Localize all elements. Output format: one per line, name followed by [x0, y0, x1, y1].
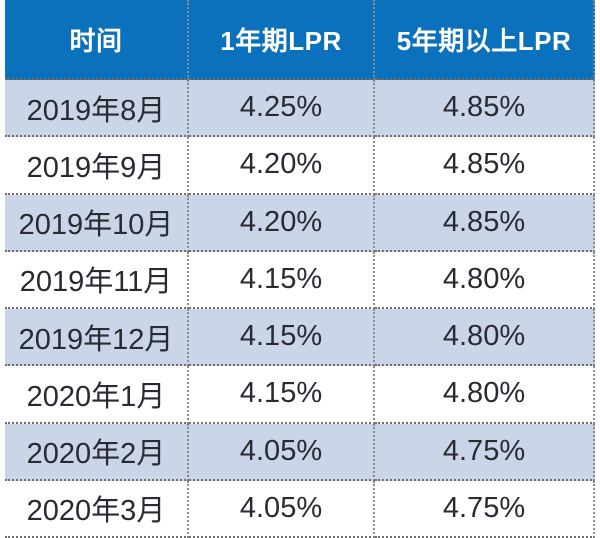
cell-lpr5y: 4.85%: [375, 80, 595, 138]
cell-time: 2019年8月: [5, 80, 189, 138]
cell-time: 2020年2月: [5, 423, 189, 481]
cell-time: 2019年9月: [5, 137, 189, 195]
cell-lpr5y: 4.80%: [375, 309, 595, 367]
header-cell-lpr1y: 1年期LPR: [189, 0, 375, 80]
cell-time: 2019年11月: [5, 251, 189, 309]
cell-lpr1y: 4.05%: [189, 480, 375, 538]
cell-lpr1y: 4.15%: [189, 366, 375, 424]
cell-time: 2019年12月: [5, 309, 189, 367]
cell-lpr1y: 4.05%: [189, 423, 375, 481]
cell-lpr1y: 4.15%: [189, 309, 375, 367]
cell-time: 2020年3月: [5, 480, 189, 538]
cell-lpr1y: 4.25%: [189, 80, 375, 138]
header-cell-lpr5y: 5年期以上LPR: [375, 0, 595, 80]
cell-lpr1y: 4.20%: [189, 137, 375, 195]
cell-lpr5y: 4.85%: [375, 137, 595, 195]
cell-time: 2020年1月: [5, 366, 189, 424]
cell-lpr5y: 4.75%: [375, 423, 595, 481]
cell-lpr1y: 4.20%: [189, 194, 375, 252]
rate-table: 时间 1年期LPR 5年期以上LPR 2019年8月 4.25% 4.85% 2…: [5, 0, 595, 538]
cell-lpr5y: 4.75%: [375, 480, 595, 538]
cell-lpr1y: 4.15%: [189, 251, 375, 309]
header-cell-time: 时间: [5, 0, 189, 80]
cell-lpr5y: 4.85%: [375, 194, 595, 252]
cell-time: 2019年10月: [5, 194, 189, 252]
cell-lpr5y: 4.80%: [375, 251, 595, 309]
cell-lpr5y: 4.80%: [375, 366, 595, 424]
